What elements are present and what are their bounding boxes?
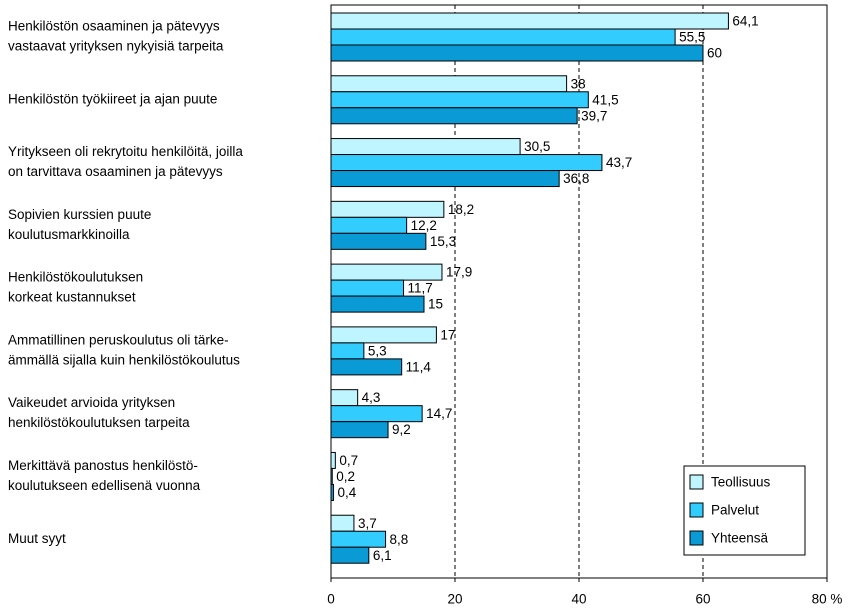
- bar: [330, 154, 603, 172]
- x-tick-label: 20: [447, 592, 462, 607]
- legend-label: Teollisuus: [711, 475, 771, 490]
- value-label: 60: [707, 46, 722, 61]
- value-label: 8,8: [390, 532, 409, 547]
- value-label: 14,7: [426, 406, 452, 421]
- value-label: 17: [440, 327, 455, 342]
- value-label: 4,3: [362, 390, 381, 405]
- bar: [330, 451, 336, 469]
- value-label: 0,7: [339, 453, 358, 468]
- category-label: Muut syyt: [8, 531, 66, 546]
- value-label: 41,5: [592, 92, 618, 107]
- x-tick-label: 40: [571, 592, 586, 607]
- bar: [330, 28, 676, 46]
- legend-swatch: [689, 474, 704, 490]
- value-label: 5,3: [368, 343, 387, 358]
- value-label: 11,4: [406, 359, 432, 374]
- x-tick-label: 0: [327, 592, 335, 607]
- value-label: 30,5: [524, 139, 550, 154]
- bar: [330, 467, 333, 485]
- value-label: 6,1: [373, 548, 392, 563]
- category-label: koulutusmarkkinoilla: [8, 227, 130, 242]
- bar: [330, 75, 568, 93]
- value-label: 15: [428, 297, 443, 312]
- bar: [330, 342, 365, 360]
- category-label: korkeat kustannukset: [8, 290, 136, 305]
- bar: [330, 44, 704, 62]
- legend-label: Palvelut: [711, 503, 759, 518]
- value-label: 39,7: [581, 108, 607, 123]
- bar: [330, 514, 355, 532]
- bar: [330, 138, 521, 156]
- category-label: vastaavat yrityksen nykyisiä tarpeita: [8, 39, 224, 54]
- value-label: 36,8: [563, 171, 589, 186]
- bar: [330, 295, 425, 313]
- bar: [330, 91, 589, 109]
- value-label: 64,1: [732, 14, 758, 29]
- value-label: 0,4: [337, 485, 356, 500]
- x-tick-label: 80 %: [812, 592, 843, 607]
- bar: [330, 200, 445, 218]
- value-label: 55,5: [679, 30, 705, 45]
- value-label: 15,3: [430, 234, 456, 249]
- legend-swatch: [689, 530, 704, 546]
- value-label: 11,7: [408, 281, 433, 296]
- bar: [330, 546, 370, 564]
- bar: [330, 12, 729, 30]
- value-label: 12,2: [411, 218, 437, 233]
- category-label: Merkittävä panostus henkilöstö-: [8, 458, 198, 473]
- bar: [330, 421, 389, 439]
- bar: [330, 389, 359, 407]
- category-label: ämmällä sijalla kuin henkilöstökoulutus: [8, 352, 240, 367]
- bar: [330, 279, 405, 297]
- bar: [330, 326, 437, 344]
- category-label: henkilöstökoulutuksen tarpeita: [8, 415, 190, 430]
- legend: [683, 465, 806, 556]
- x-tick-label: 60: [695, 592, 710, 607]
- value-label: 3,7: [358, 516, 377, 531]
- value-label: 9,2: [392, 422, 411, 437]
- bar: [330, 170, 560, 188]
- category-label: Ammatillinen peruskoulutus oli tärke-: [8, 332, 229, 347]
- category-label: Henkilöstön työkiireet ja ajan puute: [8, 91, 217, 106]
- value-label: 38: [571, 76, 586, 91]
- legend-label: Yhteensä: [711, 531, 769, 546]
- bar: [330, 530, 387, 548]
- category-label: on tarvittava osaaminen ja pätevyys: [8, 164, 223, 179]
- category-label: Yritykseen oli rekrytoitu henkilöitä, jo…: [8, 144, 243, 159]
- category-label: Henkilöstön osaaminen ja pätevyys: [8, 19, 220, 34]
- bar: [330, 232, 427, 250]
- bar: [330, 405, 423, 423]
- value-label: 43,7: [606, 155, 632, 170]
- value-label: 0,2: [336, 469, 355, 484]
- bar: [330, 263, 443, 281]
- bar: [330, 107, 578, 125]
- bar: [330, 216, 408, 234]
- category-label: Vaikeudet arvioida yrityksen: [8, 395, 175, 410]
- value-label: 17,9: [446, 265, 472, 280]
- bar: [330, 358, 403, 376]
- category-label: Henkilöstökoulutuksen: [8, 270, 143, 285]
- legend-swatch: [689, 502, 704, 518]
- category-label: Sopivien kurssien puute: [8, 207, 151, 222]
- value-label: 18,2: [448, 202, 474, 217]
- category-label: koulutukseen edellisenä vuonna: [8, 478, 201, 493]
- bar: [330, 483, 334, 501]
